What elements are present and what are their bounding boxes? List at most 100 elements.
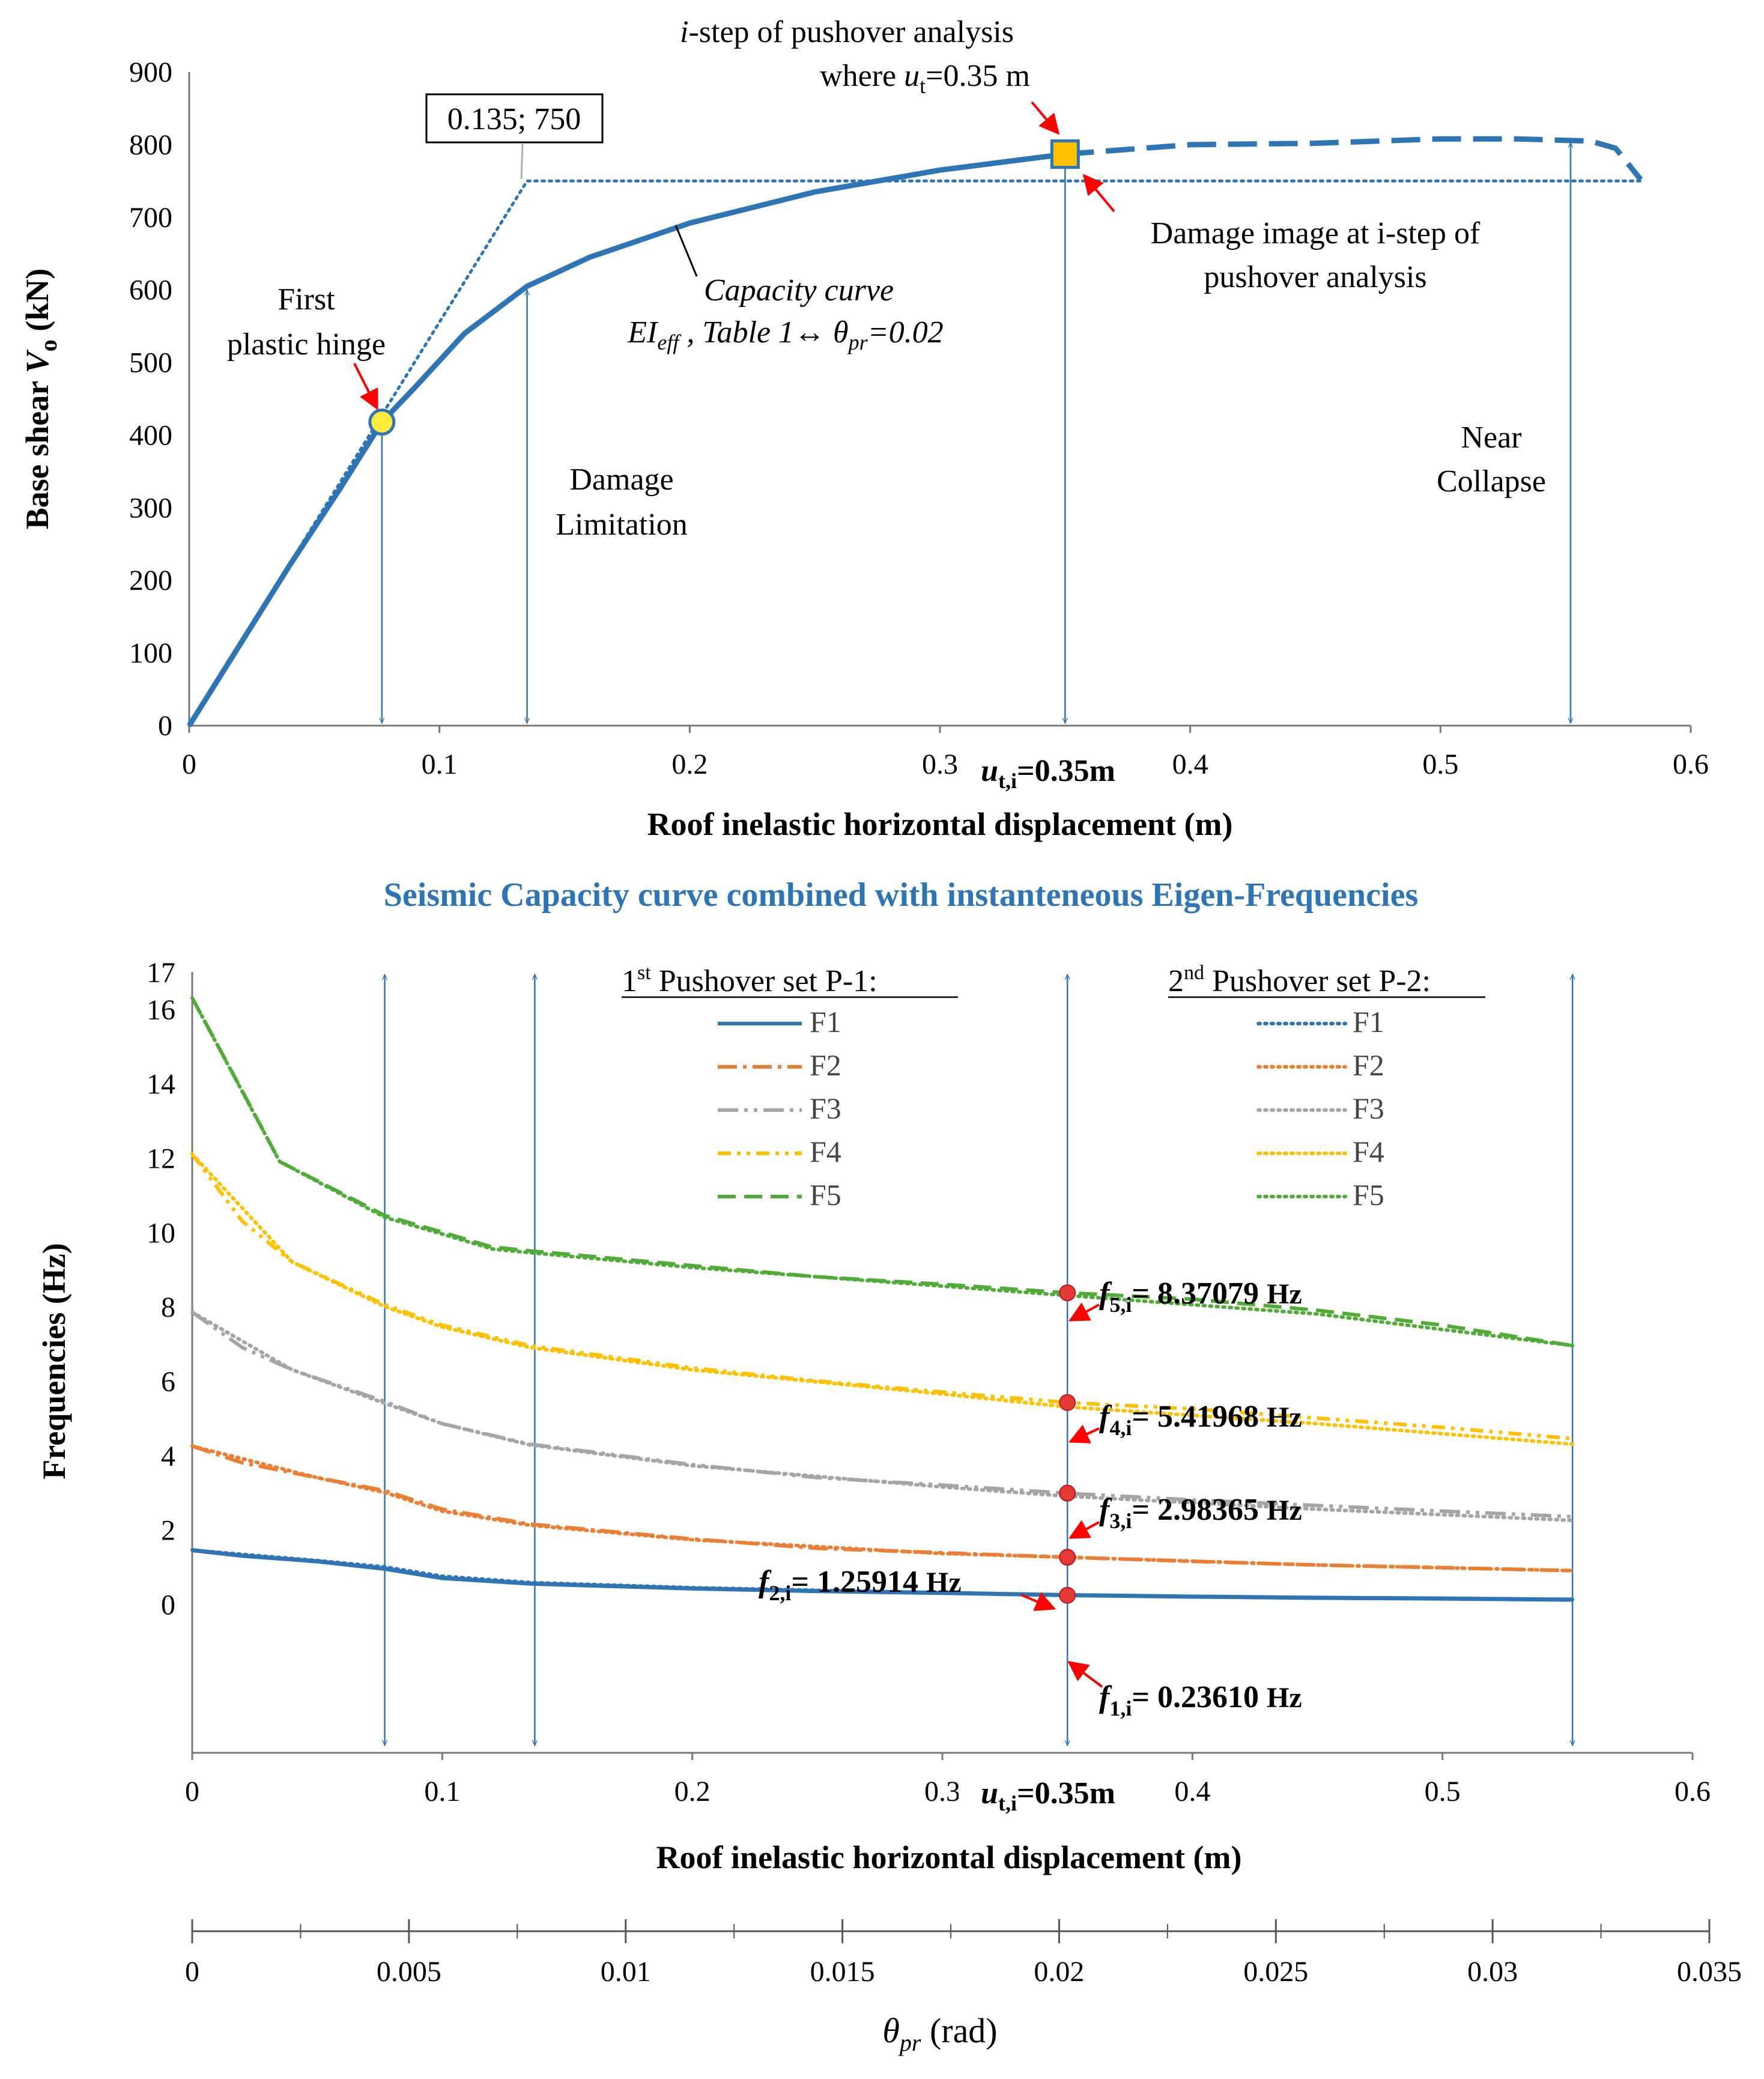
top-y-tick-label: 200 — [129, 565, 172, 596]
bottom-x-tick-label: 0 — [185, 1776, 199, 1807]
bilinear-idealization — [187, 179, 1643, 727]
callout-box-text: 0.135; 750 — [447, 102, 581, 136]
bottom-x-tick-label: 0.3 — [924, 1776, 960, 1807]
bottom-y-axis-label: Frequencies (Hz) — [36, 1243, 72, 1479]
legend-2-label-f2: F2 — [1353, 1048, 1384, 1082]
theta-tick-label: 0.03 — [1467, 1956, 1518, 1988]
annotation-arrow-5-i — [1068, 1302, 1100, 1322]
top-y-tick-label: 700 — [129, 202, 172, 234]
top-y-tick-label: 0 — [158, 710, 172, 742]
top-y-tick-label: 400 — [129, 419, 172, 451]
top-x-tick-label: 0.6 — [1673, 748, 1709, 780]
theta-axis-label: θpr (rad) — [882, 2011, 997, 2056]
bottom-y-tick-label: 16 — [147, 994, 175, 1026]
top-y-ticks: 0 100 200 300 400 500 600 700 800 900 — [129, 56, 172, 742]
annotation-2-i: f2,i= 1.25914 Hz — [759, 1565, 962, 1605]
point-f1-i — [1059, 1586, 1076, 1604]
near-collapse-l2: Collapse — [1437, 464, 1546, 499]
legend-2-label-f1: F1 — [1353, 1005, 1384, 1039]
theta-tick-label: 0 — [185, 1956, 199, 1988]
bottom-y-tick-label: 4 — [161, 1440, 175, 1472]
bottom-x-tick-label: 0.5 — [1425, 1776, 1461, 1807]
istep-label-l1: i-step of pushover analysis — [680, 15, 1014, 49]
bottom-y-tick-label: 10 — [147, 1217, 175, 1249]
annotation-5-i: f5,i= 8.37079 Hz — [1099, 1276, 1302, 1317]
top-x-axis-label: Roof inelastic horizontal displacement (… — [647, 806, 1233, 842]
series-f4-p-2 — [190, 1152, 1575, 1446]
capacity-label-l1: Capacity curve — [704, 273, 894, 308]
capacity-label-leader — [674, 225, 698, 277]
bottom-y-tick-label: 14 — [147, 1069, 175, 1100]
bottom-y-tick-label: 0 — [161, 1589, 175, 1621]
top-ut-label: ut,i=0.35m — [981, 754, 1115, 793]
top-y-tick-label: 100 — [129, 637, 172, 669]
top-vertical-lines — [382, 142, 1571, 723]
frequency-annotations: f5,i= 8.37079 Hz f4,i= 5.41968 Hz f3,i= 2.… — [759, 1276, 1302, 1720]
top-y-tick-label: 300 — [129, 492, 172, 524]
istep-marker — [1050, 139, 1080, 169]
bottom-x-tick-label: 0.1 — [424, 1776, 460, 1807]
bottom-x-tick-label: 0.6 — [1675, 1776, 1711, 1807]
top-ut-label-bg — [959, 751, 1139, 789]
istep-red-arrow — [1031, 101, 1060, 135]
legend-1-label-f1: F1 — [810, 1005, 841, 1039]
top-y-tick-label: 500 — [129, 347, 172, 379]
top-markers — [368, 139, 1080, 436]
bottom-y-tick-label: 17 — [147, 957, 175, 989]
bottom-y-tick-label: 8 — [161, 1291, 175, 1323]
annotation-4-i: f4,i= 5.41968 Hz — [1099, 1400, 1302, 1440]
legend-1-label-f4: F4 — [810, 1135, 841, 1168]
first-hinge-label-l1: First — [277, 282, 335, 317]
capacity-label-l2: EIeff , Table 1↔ θpr=0.02 — [627, 315, 943, 354]
point-f2-i — [1059, 1549, 1076, 1566]
top-y-axis-label: Base shear Vo (kN) — [19, 269, 62, 530]
callout-box — [425, 93, 604, 144]
first-hinge-marker — [368, 408, 396, 436]
annotation-arrow-1-i — [1067, 1660, 1103, 1688]
damage-image-l1: Damage image at i-step of — [1151, 216, 1481, 250]
bottom-x-tick-label: 0.4 — [1174, 1776, 1210, 1807]
top-x-tick-label: 0.1 — [422, 748, 458, 780]
top-y-tick-label: 600 — [129, 275, 172, 306]
annotation-3-i: f3,i= 2.98365 Hz — [1099, 1493, 1302, 1533]
series-f3-p-1 — [191, 1310, 1573, 1519]
damage-image-red-arrow — [1082, 174, 1115, 213]
legend-2-title: 2nd Pushover set P-2: — [1168, 962, 1431, 998]
legend-1-label-f3: F3 — [810, 1091, 841, 1125]
legend-1-label-f2: F2 — [810, 1048, 841, 1082]
capacity-curve — [187, 151, 1065, 727]
top-x-tick-label: 0.5 — [1422, 748, 1458, 780]
annotation-arrow-4-i — [1068, 1424, 1100, 1443]
top-x-ticks: 0 0.1 0.2 0.3 0.4 0.5 0.6 — [182, 726, 1709, 780]
legend-1-label-f5: F5 — [810, 1178, 841, 1212]
top-x-tick-label: 0.3 — [922, 748, 958, 780]
top-x-tick-label: 0 — [182, 748, 196, 780]
bottom-ut-label: ut,i=0.35m — [981, 1776, 1115, 1815]
top-y-tick-label: 800 — [129, 129, 172, 161]
legend-2-label-f5: F5 — [1353, 1178, 1384, 1212]
series-f1-p-2 — [190, 1548, 1575, 1601]
first-hinge-red-arrow — [353, 363, 378, 411]
series-f5-p-2 — [190, 996, 1575, 1348]
callout-leader — [520, 142, 524, 180]
bottom-x-axis-label: Roof inelastic horizontal displacement (… — [656, 1839, 1242, 1875]
series-f3-p-2 — [190, 1310, 1575, 1523]
bottom-series — [190, 996, 1575, 1602]
bottom-vertical-lines — [385, 974, 1573, 1746]
annotation-arrow-2-i — [1020, 1592, 1056, 1611]
theta-tick-label: 0.02 — [1034, 1956, 1084, 1988]
theta-tick-label: 0.015 — [810, 1956, 875, 1988]
top-series — [187, 136, 1643, 727]
top-x-tick-label: 0.2 — [671, 748, 708, 780]
first-hinge-label-l2: plastic hinge — [227, 327, 386, 362]
theta-axis: 0 0.005 0.01 0.015 0.02 0.025 0.03 0.035 θpr (r… — [185, 1919, 1742, 2056]
bottom-y-tick-label: 2 — [161, 1515, 175, 1547]
theta-tick-label: 0.005 — [377, 1956, 441, 1988]
bottom-points — [1059, 1284, 1076, 1604]
point-f5-i — [1059, 1284, 1076, 1302]
annotation-arrow-3-i — [1068, 1520, 1100, 1539]
damage-limitation-l1: Damage — [569, 463, 673, 497]
near-collapse-l1: Near — [1461, 420, 1521, 455]
